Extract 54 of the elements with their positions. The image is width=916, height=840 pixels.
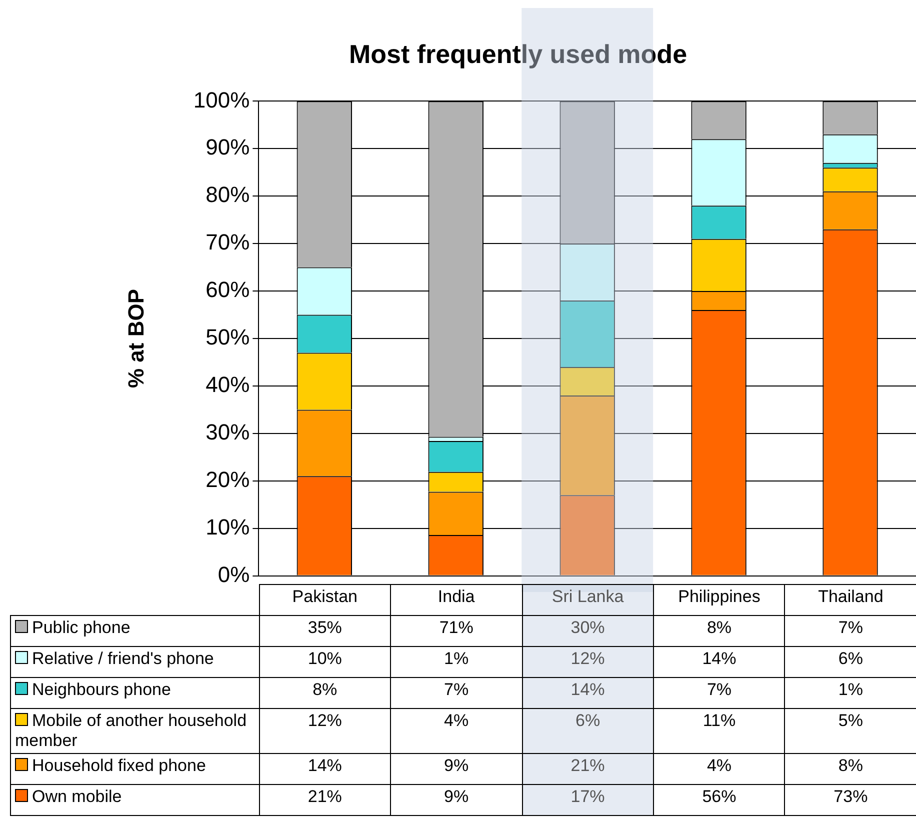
data-label: 8% [259,677,391,708]
y-tick-label: 100% [193,87,250,112]
data-label: 12% [522,646,654,678]
data-label: 17% [522,784,654,816]
x-tick-label: Pakistan [259,584,391,616]
data-label: 21% [259,784,391,816]
data-label: 11% [654,708,785,754]
data-label: 10% [259,646,391,678]
data-label: 71% [390,615,522,646]
data-label: 4% [654,753,785,784]
data-label: 7% [654,677,785,708]
data-label: 9% [390,753,522,784]
data-label: 1% [784,677,916,708]
data-label: 30% [522,615,654,646]
data-label: 5% [784,708,916,754]
x-tick-label: Thailand [784,584,916,616]
x-tick-label: Sri Lanka [522,584,654,616]
data-label: 8% [784,753,916,784]
data-label: 21% [522,753,654,784]
data-label: 14% [522,677,654,708]
legend-label: Household fixed phone [10,753,260,784]
legend-label: Public phone [10,615,260,646]
data-label: 4% [390,708,522,754]
legend-label: Relative / friend's phone [10,646,260,678]
y-tick-label: 30% [206,419,250,444]
x-tick-label: India [390,584,522,616]
data-label: 6% [784,646,916,678]
legend-label: Own mobile [10,784,260,816]
y-tick-label: 0% [218,562,250,587]
data-label: 35% [259,615,391,646]
data-label: 12% [259,708,391,754]
y-axis-title: % at BOP [123,288,148,388]
y-tick-label: 50% [206,324,250,350]
legend-label: Neighbours phone [10,677,260,708]
data-label: 14% [259,753,391,784]
data-label: 6% [522,708,654,754]
y-tick-label: 80% [206,182,250,208]
data-label: 1% [390,646,522,678]
data-label: 7% [784,615,916,646]
y-tick-label: 60% [206,277,250,302]
data-label: 56% [654,784,785,816]
y-tick-label: 40% [206,372,250,398]
x-tick-label: Philippines [654,584,785,616]
data-label: 8% [654,615,785,646]
y-tick-label: 10% [206,514,250,540]
data-label: 14% [654,646,785,678]
data-label: 73% [784,784,916,816]
y-tick-label: 70% [206,230,250,255]
data-label: 9% [390,784,522,816]
legend-label: Mobile of another household member [10,708,260,754]
data-label: 7% [390,677,522,708]
y-tick-label: 90% [206,134,250,160]
y-tick-label: 20% [206,466,250,492]
chart-title: Most frequently used mode [348,38,688,69]
